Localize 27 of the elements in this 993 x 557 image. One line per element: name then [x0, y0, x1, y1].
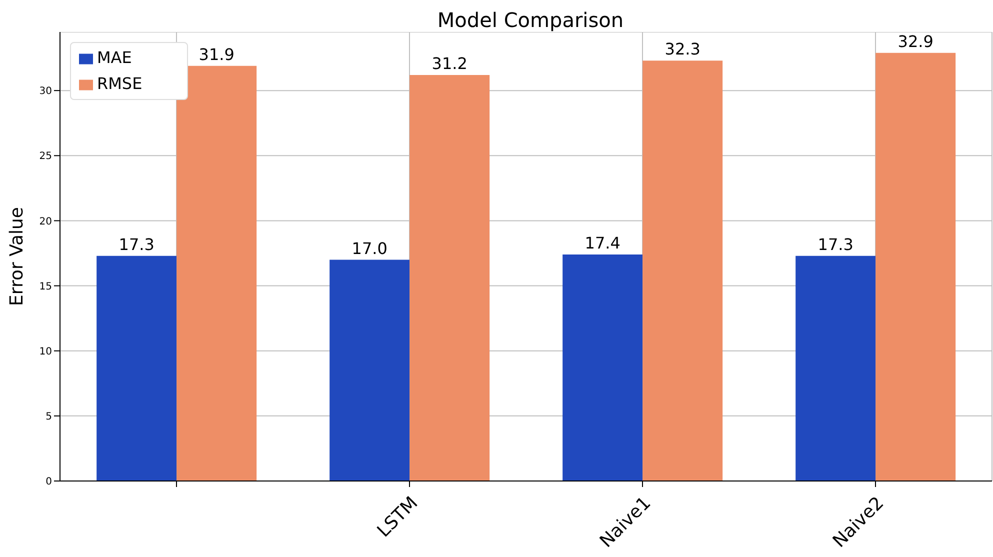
chart-title: Model Comparison [436, 8, 625, 32]
y-tick-label: 10 [39, 346, 52, 358]
data-label: 17.3 [118, 234, 154, 254]
data-label: 17.3 [818, 234, 854, 254]
bar [96, 256, 177, 481]
legend-label: MAE [97, 48, 132, 67]
data-label: 31.9 [198, 44, 234, 64]
bar [562, 254, 643, 481]
bar [876, 52, 956, 481]
data-label: 32.9 [898, 32, 934, 51]
y-tick-label: 5 [46, 411, 52, 422]
bar [330, 260, 410, 481]
bar [410, 74, 490, 481]
data-label: 17.0 [352, 238, 388, 258]
legend-label: RMSE [97, 74, 142, 93]
y-tick-label: 15 [39, 281, 52, 292]
y-tick-label: 20 [39, 216, 52, 228]
data-label: 31.2 [432, 54, 468, 73]
bar [176, 66, 257, 481]
y-axis-title: Error Value [6, 206, 28, 306]
bar [796, 256, 876, 481]
bar [642, 60, 723, 481]
y-tick-label: 25 [39, 151, 52, 162]
y-tick-label: 30 [39, 86, 52, 98]
data-label: 32.3 [664, 40, 700, 59]
y-tick-label: 0 [46, 476, 52, 488]
data-label: 17.4 [584, 234, 620, 253]
